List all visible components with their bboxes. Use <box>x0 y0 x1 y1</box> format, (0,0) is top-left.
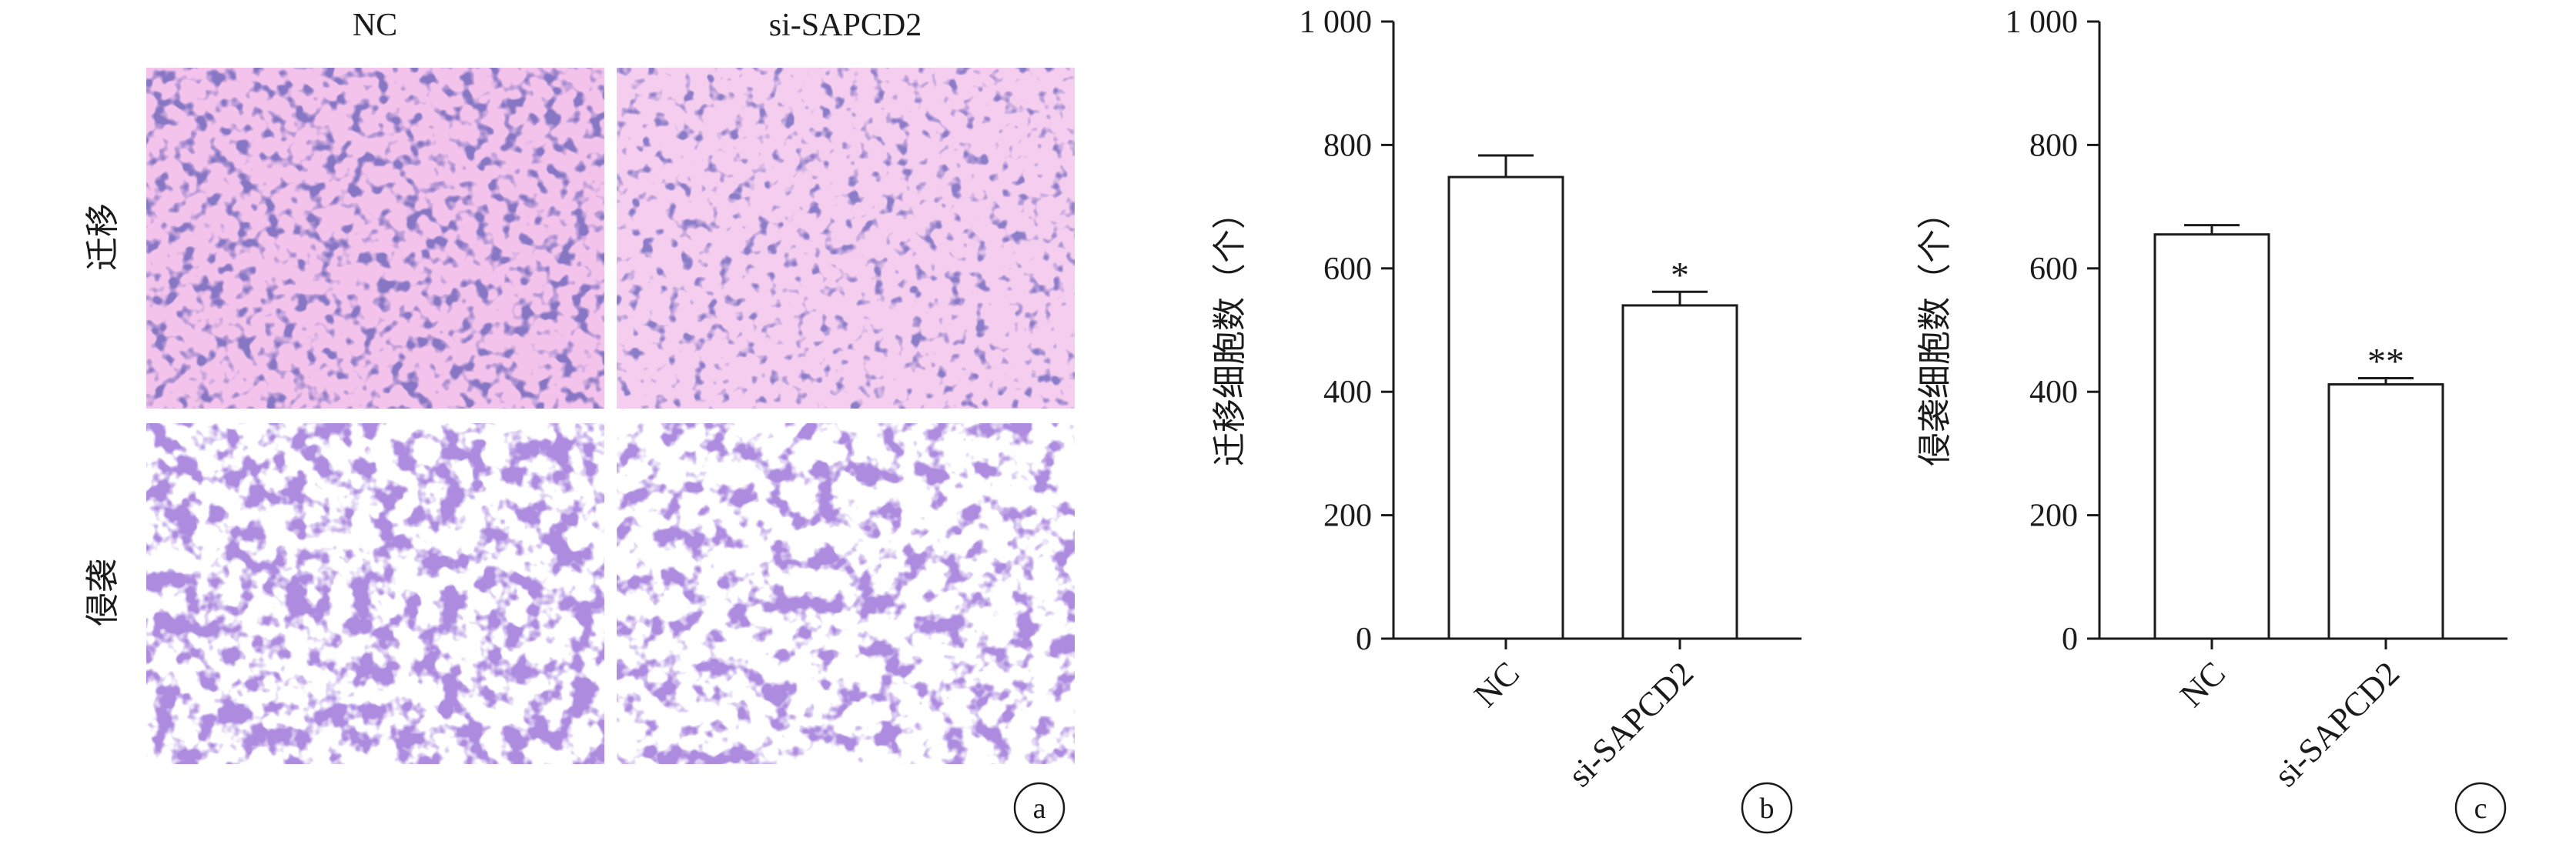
y-tick-label: 800 <box>1323 128 1372 163</box>
bar-chart-invasion: 侵袭细胞数（个） 0 200 400 600 800 1 000 ** NC si-SAPC… <box>1916 5 2507 834</box>
y-tick-label: 400 <box>2029 375 2078 410</box>
panel-label-a: a <box>1013 782 1066 834</box>
x-tick-labels: NC si-SAPCD2 <box>2173 639 2407 794</box>
panel-label-a-text: a <box>1033 793 1046 825</box>
y-tick-label: 200 <box>1323 499 1372 534</box>
y-axis-label: 侵袭细胞数（个） <box>1916 195 1954 466</box>
micrograph-migration-si-sapcd2 <box>617 68 1075 409</box>
y-ticks: 0 200 400 600 800 1 000 <box>2006 5 2099 657</box>
panel-a: NC si-SAPCD2 迁移 侵袭 a <box>84 8 1075 834</box>
y-tick-label: 600 <box>2029 252 2078 287</box>
panel-label-b-text: b <box>1760 793 1775 825</box>
y-tick-label: 1 000 <box>2006 5 2079 40</box>
micrograph-invasion-nc <box>146 423 604 764</box>
micrograph-invasion-si-sapcd2 <box>617 423 1075 764</box>
column-label-si-sapcd2: si-SAPCD2 <box>769 8 922 43</box>
bars: * <box>1447 154 1738 640</box>
column-label-nc: NC <box>353 8 397 43</box>
x-tick-label: NC <box>1467 654 1527 714</box>
y-axis-label: 迁移细胞数（个） <box>1211 195 1249 466</box>
row-label-invasion: 侵袭 <box>84 559 122 626</box>
x-tick-label: si-SAPCD2 <box>1561 654 1701 794</box>
micrograph-migration-nc <box>146 68 604 409</box>
significance-marker: ** <box>2367 342 2404 382</box>
y-tick-label: 0 <box>2062 622 2078 657</box>
y-tick-label: 1 000 <box>1300 5 1373 40</box>
bar-nc <box>2153 233 2270 640</box>
panel-label-b: b <box>1741 782 1793 834</box>
x-tick-label: si-SAPCD2 <box>2267 654 2407 794</box>
y-tick-label: 600 <box>1323 252 1372 287</box>
x-tick-labels: NC si-SAPCD2 <box>1467 639 1701 794</box>
bars: ** <box>2153 224 2444 640</box>
panel-label-c-text: c <box>2474 793 2487 825</box>
bar-nc <box>1447 175 1564 640</box>
panel-label-c: c <box>2454 782 2507 834</box>
bar-si-sapcd2 <box>2327 383 2444 640</box>
y-tick-label: 0 <box>1356 622 1372 657</box>
y-tick-label: 200 <box>2029 499 2078 534</box>
row-label-migration: 迁移 <box>84 203 122 271</box>
bar-si-sapcd2 <box>1621 304 1738 640</box>
y-tick-label: 400 <box>1323 375 1372 410</box>
y-tick-label: 800 <box>2029 128 2078 163</box>
bar-chart-migration: 迁移细胞数（个） 0 200 400 600 800 1 000 * NC si-SAPCD… <box>1211 5 1802 834</box>
y-ticks: 0 200 400 600 800 1 000 <box>1300 5 1393 657</box>
x-tick-label: NC <box>2173 654 2233 714</box>
significance-marker: * <box>1671 255 1689 295</box>
